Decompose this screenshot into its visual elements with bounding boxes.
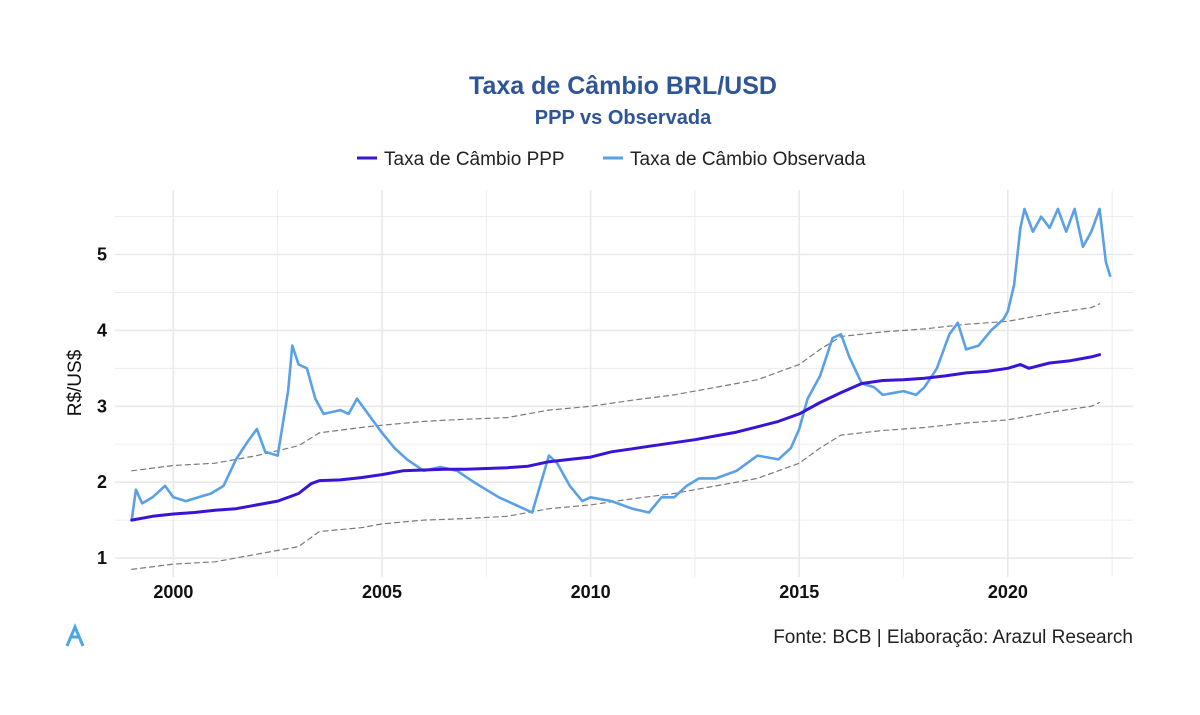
- y-tick-label: 5: [97, 245, 107, 265]
- source-caption: Fonte: BCB | Elaboração: Arazul Research: [773, 627, 1133, 648]
- y-axis-label: R$/US$: [65, 349, 86, 416]
- chart-subtitle: PPP vs Observada: [535, 107, 712, 129]
- y-tick-label: 1: [97, 548, 107, 568]
- y-tick-label: 4: [97, 320, 107, 340]
- x-tick-label: 2010: [571, 582, 611, 602]
- series-line-ppp: [130, 353, 1102, 522]
- chart-title: Taxa de Câmbio BRL/USD: [469, 72, 777, 100]
- legend-observada-label: Taxa de Câmbio Observada: [630, 149, 866, 170]
- grid: [115, 190, 1133, 577]
- band-line-upper: [131, 303, 1101, 472]
- y-axis-ticks: 1 2 3 4 5: [97, 245, 107, 569]
- x-tick-label: 2005: [362, 582, 402, 602]
- legend-ppp-label: Taxa de Câmbio PPP: [384, 149, 565, 170]
- x-axis-ticks: 2000 2005 2010 2015 2020: [153, 582, 1027, 602]
- x-tick-label: 2000: [153, 582, 193, 602]
- arazul-a-logo-icon: [65, 623, 85, 647]
- confidence-bands: [131, 303, 1101, 570]
- y-tick-label: 3: [97, 396, 107, 416]
- band-line-lower: [131, 401, 1101, 570]
- y-tick-label: 2: [97, 472, 107, 492]
- series-line-observada: [130, 207, 1112, 522]
- x-tick-label: 2015: [779, 582, 819, 602]
- x-tick-label: 2020: [988, 582, 1028, 602]
- series-lines: [130, 207, 1112, 522]
- legend: Taxa de Câmbio PPP Taxa de Câmbio Observ…: [357, 149, 866, 170]
